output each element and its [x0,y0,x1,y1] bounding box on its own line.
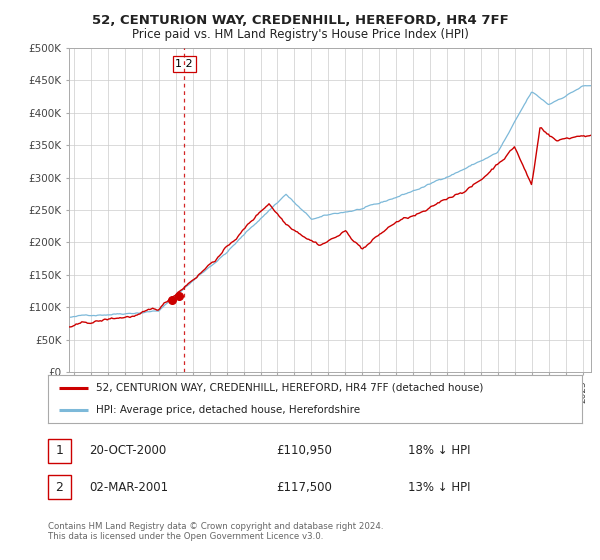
Text: 1 2: 1 2 [175,59,193,69]
Text: 20-OCT-2000: 20-OCT-2000 [89,444,166,458]
Text: £110,950: £110,950 [276,444,332,458]
Text: 18% ↓ HPI: 18% ↓ HPI [408,444,470,458]
Text: 52, CENTURION WAY, CREDENHILL, HEREFORD, HR4 7FF: 52, CENTURION WAY, CREDENHILL, HEREFORD,… [92,14,508,27]
Text: 02-MAR-2001: 02-MAR-2001 [89,480,168,494]
Text: Price paid vs. HM Land Registry's House Price Index (HPI): Price paid vs. HM Land Registry's House … [131,28,469,41]
Text: 52, CENTURION WAY, CREDENHILL, HEREFORD, HR4 7FF (detached house): 52, CENTURION WAY, CREDENHILL, HEREFORD,… [96,382,484,393]
Text: 2: 2 [55,480,64,494]
Text: Contains HM Land Registry data © Crown copyright and database right 2024.
This d: Contains HM Land Registry data © Crown c… [48,522,383,542]
Text: 13% ↓ HPI: 13% ↓ HPI [408,480,470,494]
Text: HPI: Average price, detached house, Herefordshire: HPI: Average price, detached house, Here… [96,405,360,416]
Text: £117,500: £117,500 [276,480,332,494]
Text: 1: 1 [55,444,64,458]
